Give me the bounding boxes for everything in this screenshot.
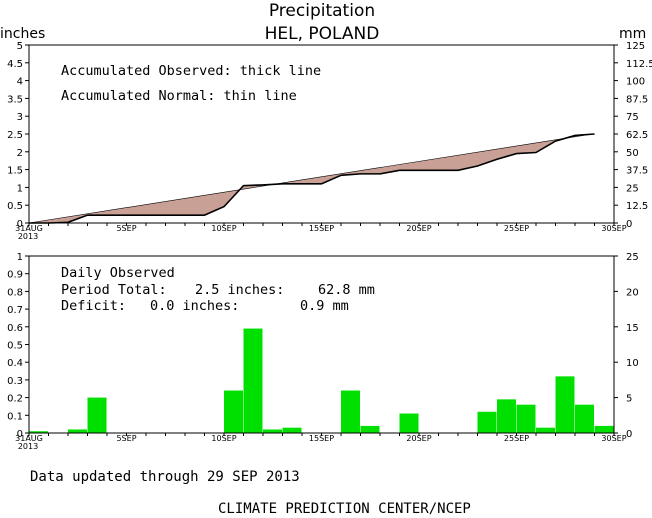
deficit-inches: 0.0 inches: xyxy=(150,298,239,314)
top-xtick-label: 5SEP xyxy=(116,224,136,233)
top-ytick-right-label: 25 xyxy=(626,183,639,194)
top-xtick-label: 25SEP xyxy=(504,224,529,233)
daily-heading: Daily Observed xyxy=(61,265,175,281)
bot-ytick-left-label: 0.9 xyxy=(7,270,23,281)
top-ytick-right-label: 112.5 xyxy=(626,59,652,70)
daily-bar xyxy=(516,404,536,433)
top-xtick-label: 20SEP xyxy=(406,224,431,233)
daily-bar xyxy=(341,390,360,433)
accumulated-area xyxy=(28,133,595,224)
top-ytick-right-label: 125 xyxy=(626,41,645,52)
chart-title: Precipitation xyxy=(269,1,375,21)
normal-legend: Accumulated Normal: thin line xyxy=(61,88,297,104)
accumulated-y-axis: 00.511.522.533.544.55012.52537.55062.575… xyxy=(7,41,652,230)
daily-bar xyxy=(360,425,380,433)
period-total-mm: 62.8 mm xyxy=(318,282,375,298)
bot-ytick-right-label: 15 xyxy=(626,323,639,334)
daily-bar xyxy=(555,376,575,433)
deficit-label: Deficit: xyxy=(61,298,126,314)
bot-xtick-label: 5SEP xyxy=(116,434,136,443)
top-ytick-left-label: 1.5 xyxy=(7,166,23,177)
bot-ytick-left-label: 0.1 xyxy=(7,411,23,422)
bot-ytick-left-label: 0.2 xyxy=(7,394,23,405)
bot-ytick-left-label: 1 xyxy=(17,252,23,263)
daily-bar xyxy=(497,399,516,433)
top-xtick-label: 10SEP xyxy=(211,224,236,233)
daily-bar xyxy=(477,411,497,433)
top-ytick-left-label: 5 xyxy=(17,41,23,52)
accumulated-normal-line xyxy=(28,133,595,224)
daily-bar xyxy=(575,404,594,433)
accumulated-panel: 00.511.522.533.544.55012.52537.55062.575… xyxy=(7,41,652,241)
top-ytick-right-label: 87.5 xyxy=(626,94,648,105)
daily-bar xyxy=(263,429,282,433)
top-xtick-label: 30SEP xyxy=(601,224,626,233)
bot-ytick-right-label: 5 xyxy=(626,394,632,405)
left-unit-label: inches xyxy=(0,26,45,42)
bot-xtick-label: 20SEP xyxy=(406,434,431,443)
bot-ytick-right-label: 10 xyxy=(626,358,639,369)
top-ytick-left-label: 2.5 xyxy=(7,130,23,141)
bot-ytick-right-label: 25 xyxy=(626,252,639,263)
top-ytick-left-label: 4 xyxy=(17,77,23,88)
right-unit-label: mm xyxy=(619,26,646,42)
top-ytick-left-label: 0.5 xyxy=(7,201,23,212)
data-updated-note: Data updated through 29 SEP 2013 xyxy=(30,469,300,485)
top-ytick-left-label: 2 xyxy=(17,148,23,159)
bot-xtick-label: 31AUG xyxy=(15,434,43,443)
bot-xtick-label: 10SEP xyxy=(211,434,236,443)
daily-bar xyxy=(399,413,419,433)
bot-ytick-left-label: 0.8 xyxy=(7,287,23,298)
daily-panel: 00.10.20.30.40.50.60.70.80.910510152025 … xyxy=(7,252,639,451)
bot-xtick-label: 25SEP xyxy=(504,434,529,443)
accumulated-x-axis: 31AUG 5SEP 10SEP 15SEP 20SEP 25SEP 30SEP 2013 xyxy=(15,223,627,241)
deficit-mm: 0.9 mm xyxy=(300,298,349,314)
period-total-label: Period Total: xyxy=(61,282,167,298)
bot-ytick-right-label: 0 xyxy=(626,429,632,440)
observed-legend: Accumulated Observed: thick line xyxy=(61,63,321,79)
daily-bar xyxy=(282,427,302,433)
top-ytick-left-label: 4.5 xyxy=(7,59,23,70)
daily-bar xyxy=(68,429,87,433)
bot-year-label: 2013 xyxy=(18,442,38,451)
period-total-inches: 2.5 inches: xyxy=(195,282,284,298)
bot-ytick-left-label: 0.7 xyxy=(7,305,23,316)
bot-ytick-left-label: 0.5 xyxy=(7,341,23,352)
top-ytick-right-label: 0 xyxy=(626,219,632,230)
daily-x-axis: 31AUG 5SEP 10SEP 15SEP 20SEP 25SEP 30SEP 2013 xyxy=(15,433,627,451)
bot-ytick-left-label: 0.6 xyxy=(7,323,23,334)
daily-bar xyxy=(29,431,48,433)
top-xtick-label: 15SEP xyxy=(309,224,334,233)
accumulated-observed-line xyxy=(29,133,595,224)
bot-ytick-left-label: 0.3 xyxy=(7,376,23,387)
top-ytick-left-label: 3 xyxy=(17,112,23,123)
top-ytick-right-label: 75 xyxy=(626,112,639,123)
top-xtick-label: 31AUG xyxy=(15,224,43,233)
top-ytick-right-label: 37.5 xyxy=(626,166,648,177)
daily-bars xyxy=(29,328,614,433)
top-year-label: 2013 xyxy=(18,232,38,241)
daily-bar xyxy=(243,328,263,433)
daily-bar xyxy=(536,427,555,433)
top-ytick-right-label: 50 xyxy=(626,148,639,159)
top-ytick-right-label: 12.5 xyxy=(626,201,648,212)
top-ytick-left-label: 1 xyxy=(17,183,23,194)
daily-bar xyxy=(594,425,614,433)
bot-xtick-label: 30SEP xyxy=(601,434,626,443)
bot-ytick-right-label: 20 xyxy=(626,287,639,298)
daily-bar xyxy=(224,390,243,433)
bot-ytick-left-label: 0.4 xyxy=(7,358,23,369)
top-ytick-right-label: 62.5 xyxy=(626,130,648,141)
daily-bar xyxy=(87,397,107,433)
top-ytick-right-label: 100 xyxy=(626,77,645,88)
top-ytick-left-label: 3.5 xyxy=(7,94,23,105)
bot-xtick-label: 15SEP xyxy=(309,434,334,443)
chart-subtitle: HEL, POLAND xyxy=(265,24,380,44)
top-ytick-left-label: 0 xyxy=(17,219,23,230)
credit-line: CLIMATE PREDICTION CENTER/NCEP xyxy=(218,501,471,517)
bot-ytick-left-label: 0 xyxy=(17,429,23,440)
